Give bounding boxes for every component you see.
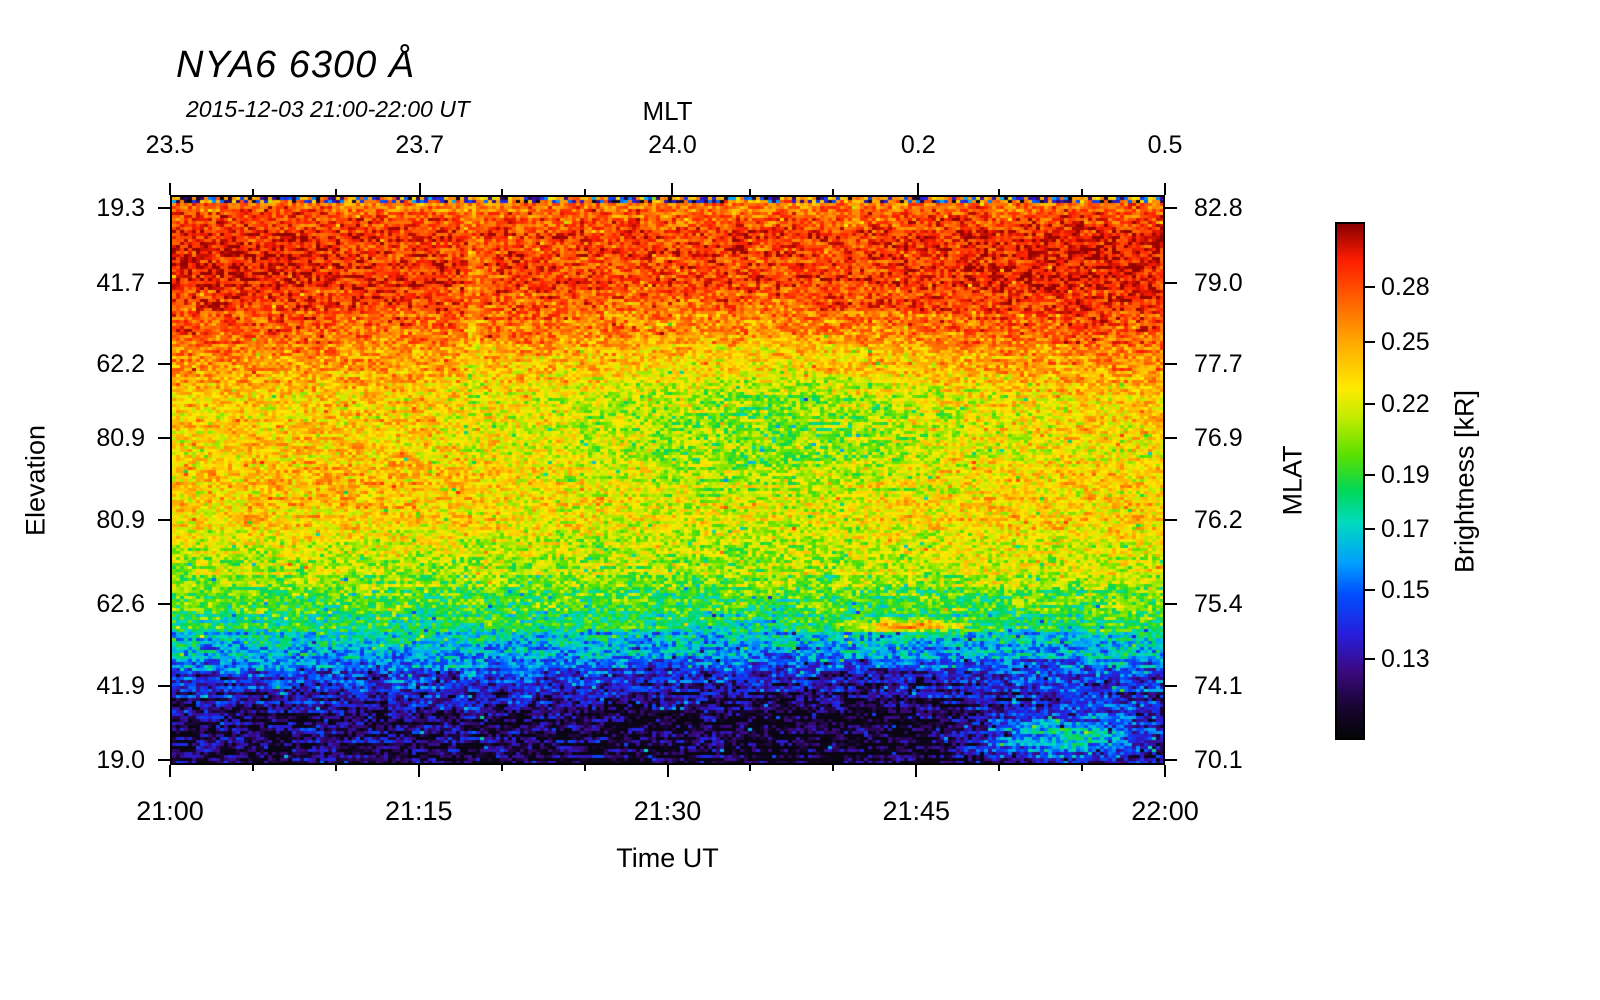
mlt-tick-label: 23.7 [395, 131, 445, 159]
time-minor-tick-mark [998, 189, 1001, 195]
plot-subtitle: 2015-12-03 21:00-22:00 UT [186, 96, 470, 122]
elevation-tick-mark [158, 684, 170, 687]
elevation-tick-mark [158, 281, 170, 284]
time-tick-label: 21:15 [384, 796, 453, 826]
mlat-tick-label: 76.2 [1194, 505, 1243, 534]
mlt-tick-label: 0.5 [1147, 131, 1183, 159]
mlat-tick-label: 76.9 [1194, 423, 1243, 452]
time-tick-mark [1164, 765, 1166, 777]
time-minor-tick-mark [251, 189, 254, 195]
colorbar-tick-label: 0.28 [1381, 272, 1430, 301]
mlat-tick-mark [1165, 281, 1177, 284]
mlat-tick-mark [1165, 684, 1177, 687]
heatmap-canvas [172, 197, 1163, 763]
elevation-tick-label: 80.9 [96, 505, 145, 534]
time-minor-tick-mark [749, 765, 752, 771]
colorbar [1335, 222, 1365, 740]
colorbar-tick-mark [1365, 285, 1375, 288]
colorbar-tick-label: 0.17 [1381, 514, 1430, 543]
time-minor-tick-mark [334, 765, 337, 771]
mlt-tick-mark [671, 183, 674, 195]
time-tick-mark [417, 765, 420, 777]
colorbar-tick-label: 0.22 [1381, 389, 1430, 418]
colorbar-tick-label: 0.13 [1381, 644, 1430, 673]
time-minor-tick-mark [583, 765, 586, 771]
time-minor-tick-mark [583, 189, 586, 195]
mlat-tick-mark [1165, 758, 1177, 761]
colorbar-tick-label: 0.15 [1381, 575, 1430, 604]
time-minor-tick-mark [334, 189, 337, 195]
elevation-tick-mark [158, 362, 170, 365]
time-minor-tick-mark [251, 765, 254, 771]
mlat-tick-mark [1165, 518, 1177, 521]
time-minor-tick-mark [1081, 765, 1084, 771]
mlat-tick-label: 74.1 [1194, 671, 1243, 700]
elevation-tick-label: 19.3 [96, 194, 145, 223]
elevation-tick-mark [158, 207, 170, 210]
mlat-tick-mark [1165, 436, 1177, 439]
colorbar-tick-mark [1365, 473, 1375, 476]
time-axis-title: Time UT [616, 843, 719, 873]
colorbar-tick-label: 0.25 [1381, 327, 1430, 356]
mlat-tick-mark [1165, 207, 1177, 210]
time-tick-mark [915, 765, 918, 777]
time-tick-label: 21:45 [882, 796, 951, 826]
mlat-tick-label: 82.8 [1194, 194, 1243, 223]
mlat-tick-mark [1165, 362, 1177, 365]
elevation-tick-label: 19.0 [96, 745, 145, 774]
elevation-tick-label: 41.7 [96, 268, 145, 297]
time-minor-tick-mark [998, 765, 1001, 771]
plot-title: NYA6 6300 Å [176, 44, 416, 86]
elevation-tick-label: 41.9 [96, 671, 145, 700]
time-minor-tick-mark [832, 189, 835, 195]
time-tick-mark [666, 765, 669, 777]
mlt-tick-mark [169, 183, 171, 195]
time-tick-label: 21:30 [633, 796, 702, 826]
colorbar-canvas [1337, 224, 1363, 738]
time-minor-tick-mark [500, 189, 503, 195]
time-tick-label: 21:00 [136, 796, 204, 826]
colorbar-tick-mark [1365, 402, 1375, 405]
time-minor-tick-mark [1081, 189, 1084, 195]
time-minor-tick-mark [832, 765, 835, 771]
mlat-axis-title: MLAT [1277, 445, 1308, 516]
colorbar-tick-mark [1365, 657, 1375, 660]
mlt-tick-mark [418, 183, 421, 195]
elevation-tick-label: 62.6 [96, 590, 145, 619]
colorbar-tick-mark [1365, 588, 1375, 591]
mlt-tick-label: 24.0 [648, 131, 697, 159]
time-tick-mark [169, 765, 171, 777]
mlat-tick-mark [1165, 603, 1177, 606]
mlt-tick-mark [917, 183, 920, 195]
time-tick-label: 22:00 [1131, 796, 1199, 826]
mlt-tick-mark [1164, 183, 1166, 195]
colorbar-tick-label: 0.19 [1381, 460, 1430, 489]
elevation-tick-mark [158, 518, 170, 521]
colorbar-tick-mark [1365, 527, 1375, 530]
elevation-tick-label: 62.2 [96, 349, 145, 378]
elevation-tick-mark [158, 603, 170, 606]
heatmap-plot-area [170, 195, 1165, 765]
mlat-tick-label: 79.0 [1194, 268, 1243, 297]
elevation-tick-mark [158, 436, 170, 439]
colorbar-tick-mark [1365, 340, 1375, 343]
mlat-tick-label: 75.4 [1194, 590, 1243, 619]
time-minor-tick-mark [749, 189, 752, 195]
elevation-axis-title: Elevation [20, 424, 51, 537]
mlt-tick-label: 0.2 [900, 131, 936, 159]
mlt-axis-title: MLT [642, 96, 693, 126]
elevation-tick-label: 80.9 [96, 423, 145, 452]
mlat-tick-label: 77.7 [1194, 349, 1243, 378]
mlat-tick-label: 70.1 [1194, 745, 1243, 774]
elevation-tick-mark [158, 758, 170, 761]
time-minor-tick-mark [500, 765, 503, 771]
mlt-tick-label: 23.5 [145, 131, 195, 159]
